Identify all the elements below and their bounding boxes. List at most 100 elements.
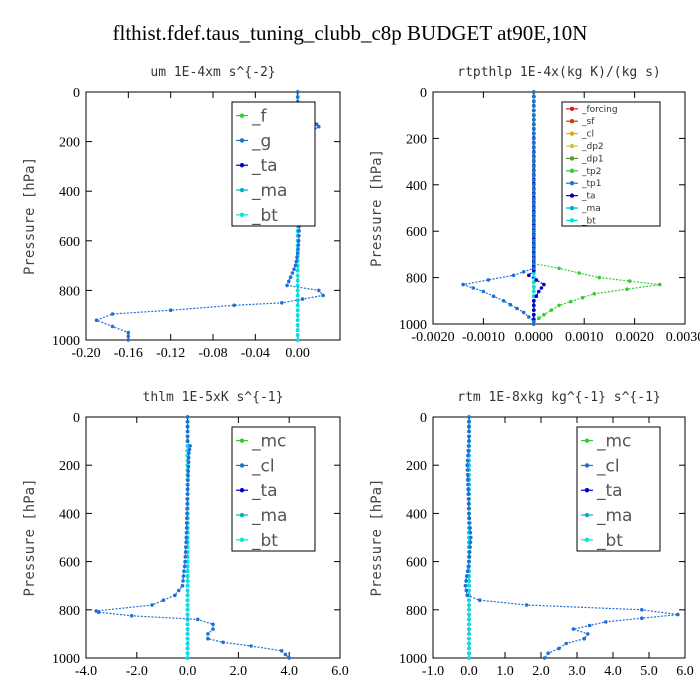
series-marker (532, 220, 536, 224)
series-marker (532, 229, 536, 233)
series-marker (126, 330, 131, 335)
series-marker (571, 627, 576, 631)
series-marker (295, 278, 300, 283)
series-marker (532, 155, 536, 159)
legend-marker (584, 438, 590, 443)
legend-label: _bt (581, 216, 596, 226)
series-marker (534, 294, 539, 299)
series-marker (491, 294, 496, 299)
y-tick-label: 200 (406, 132, 427, 147)
series-marker (532, 206, 536, 210)
series-marker (532, 145, 536, 150)
series-marker (296, 247, 300, 251)
series-marker (501, 299, 506, 303)
series-marker (464, 588, 469, 593)
y-tick-label: 600 (59, 556, 80, 571)
series-marker (564, 641, 568, 646)
series-marker (317, 124, 321, 129)
series-marker (185, 424, 190, 429)
x-tick-label: -0.0020 (411, 330, 454, 345)
series-marker (295, 318, 300, 323)
x-tick-label: -0.08 (198, 346, 227, 361)
series-marker (317, 288, 321, 293)
series-line (94, 417, 290, 659)
series-marker (295, 251, 300, 255)
series-marker (184, 545, 188, 549)
x-tick-label: -0.12 (156, 346, 185, 361)
legend-marker (239, 488, 245, 493)
series-marker (465, 569, 470, 573)
series-marker (185, 429, 190, 434)
y-tick-label: 400 (406, 507, 427, 522)
series-marker (296, 243, 301, 247)
series-marker (467, 506, 471, 511)
series-marker (182, 564, 187, 569)
y-tick-label: 0 (420, 86, 427, 101)
series-marker (206, 636, 210, 641)
x-tick-label: -0.04 (241, 346, 270, 361)
legend-box (561, 101, 661, 227)
legend-marker (239, 438, 245, 443)
legend-label: _bt (596, 531, 623, 551)
series-marker (557, 303, 561, 308)
series-marker (532, 173, 536, 178)
series-marker (532, 132, 536, 136)
series-marker (279, 649, 284, 653)
plot-frame (432, 416, 686, 659)
series-marker (287, 279, 291, 284)
series-marker (295, 95, 300, 99)
y-tick-label: 1000 (399, 652, 427, 667)
series-marker (466, 453, 470, 458)
series-marker (295, 328, 300, 332)
y-tick-label: 600 (59, 235, 80, 250)
series-marker (295, 273, 300, 278)
series-marker (532, 215, 536, 220)
legend-marker (239, 463, 245, 468)
series-marker (467, 429, 471, 434)
series-marker (184, 526, 189, 530)
legend-label: _ma (596, 506, 632, 526)
series-marker (185, 636, 190, 641)
series-marker (463, 583, 468, 588)
series-marker (185, 588, 190, 593)
x-tick-label: -4.0 (75, 664, 97, 679)
series-marker (185, 511, 189, 516)
series-marker (467, 555, 472, 559)
series-marker (532, 322, 536, 326)
x-tick-label: 5.0 (640, 664, 658, 679)
legend-label: _sf (581, 117, 595, 127)
series-marker (467, 622, 471, 627)
series-marker (126, 338, 131, 342)
x-tick-label: 0.0030 (666, 330, 700, 345)
series-marker (161, 598, 166, 602)
series-marker (532, 224, 536, 229)
series-marker (129, 614, 134, 618)
legend-label: _tp2 (581, 167, 601, 177)
series-marker (532, 113, 536, 117)
series-marker (295, 90, 300, 94)
x-tick-label: -0.16 (114, 346, 143, 361)
legend-label: _cl (251, 456, 275, 476)
series-marker (467, 550, 472, 554)
series-cl (94, 415, 292, 660)
series-marker (465, 593, 470, 598)
legend-box (576, 426, 661, 552)
legend-label: _ma (581, 204, 601, 214)
series-marker (532, 104, 536, 108)
series-marker (296, 239, 301, 243)
y-tick-label: 1000 (399, 318, 427, 333)
series-marker (297, 234, 301, 238)
series-marker (469, 535, 473, 540)
series-marker (295, 268, 300, 273)
series-marker (464, 579, 468, 583)
series-marker (185, 603, 190, 607)
series-marker (532, 99, 536, 104)
series-marker (466, 502, 471, 506)
legend-label: _ta (251, 156, 278, 176)
series-marker (511, 273, 516, 278)
series-marker (185, 612, 190, 617)
series-marker (173, 593, 177, 598)
series-marker (532, 169, 536, 173)
series-marker (532, 159, 536, 164)
series-marker (532, 266, 536, 271)
